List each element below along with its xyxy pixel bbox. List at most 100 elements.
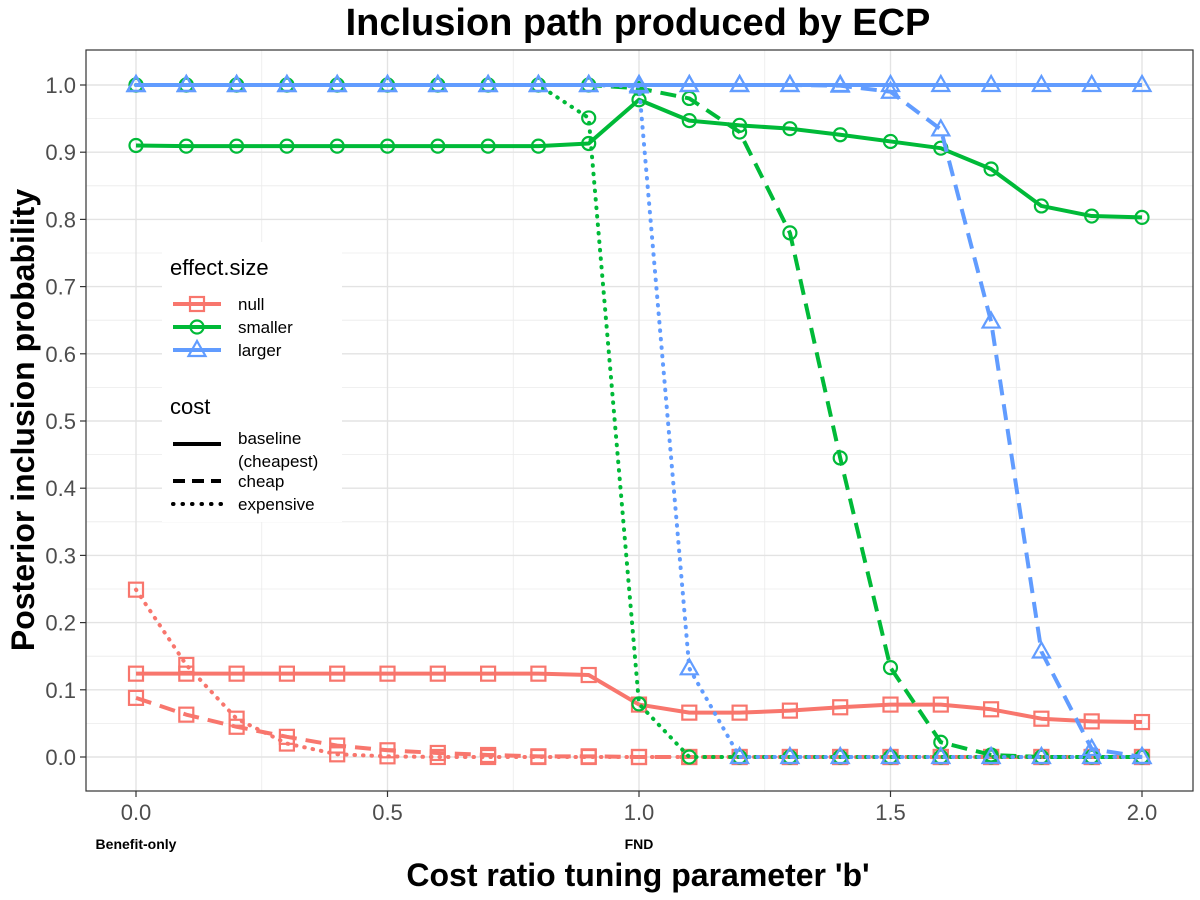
- axes: 0.0 0.1 0.2 0.3 0.4 0.5 0.6 0.7 0.8 0.9 1.0 0.0 0.5 1…: [45, 73, 1157, 852]
- data-point-null-baseline: [580, 666, 597, 684]
- data-point-null-expensive: [329, 746, 346, 763]
- data-point-smaller-baseline: [581, 135, 597, 152]
- legend-linetype-entries: baseline (cheapest)cheap expensive: [171, 429, 318, 514]
- series-larger-expensive: [125, 73, 1153, 765]
- x-tick-label: 0.0: [121, 800, 152, 825]
- data-point-larger-expensive: [175, 73, 197, 93]
- x-tick-label: 0.5: [372, 800, 403, 825]
- data-point-larger-expensive: [729, 745, 750, 765]
- data-point-null-cheap: [127, 689, 145, 706]
- y-axis-title: Posterior inclusion probability: [5, 189, 41, 651]
- x-tick-label: 1.0: [624, 800, 655, 825]
- data-point-smaller-baseline: [530, 138, 547, 154]
- legend-label-smaller: smaller: [238, 318, 293, 337]
- data-point-null-cheap: [178, 706, 195, 723]
- data-point-larger-cheap: [980, 310, 1002, 329]
- data-point-smaller-expensive: [631, 696, 647, 712]
- data-point-null-baseline: [1033, 710, 1050, 727]
- data-point-null-baseline: [731, 704, 748, 721]
- data-point-null-baseline: [832, 699, 849, 716]
- data-point-larger-cheap: [729, 73, 750, 93]
- legend-label-larger: larger: [238, 341, 282, 360]
- data-point-smaller-cheap: [731, 124, 748, 140]
- data-point-larger-baseline: [930, 73, 952, 93]
- legend-label-baseline: baseline: [238, 429, 301, 448]
- legend-marker-smaller: [189, 319, 205, 335]
- data-point-smaller-baseline: [832, 127, 848, 143]
- data-point-smaller-baseline: [882, 133, 899, 150]
- data-point-larger-cheap: [829, 74, 851, 93]
- data-point-smaller-baseline: [279, 138, 295, 154]
- x-tick-label: 1.5: [875, 800, 906, 825]
- data-point-larger-expensive: [1031, 745, 1052, 765]
- data-point-larger-expensive: [477, 73, 499, 93]
- data-point-larger-expensive: [1131, 745, 1153, 765]
- data-point-null-baseline: [127, 665, 145, 682]
- legend-item-larger: larger: [173, 338, 282, 360]
- data-point-smaller-baseline: [1084, 208, 1100, 224]
- y-tick-label: 0.1: [45, 678, 76, 703]
- data-point-smaller-baseline: [1033, 198, 1050, 214]
- data-point-smaller-baseline: [983, 161, 999, 177]
- y-tick-label: 0.3: [45, 543, 76, 568]
- legend-linetype-title: cost: [170, 394, 210, 419]
- data-point-null-expensive: [429, 748, 446, 766]
- data-point-larger-expensive: [628, 75, 650, 94]
- data-point-null-expensive: [178, 656, 195, 674]
- data-point-smaller-baseline: [329, 138, 345, 154]
- legend-item-expensive: expensive: [171, 495, 315, 514]
- y-tick-label: 0.8: [45, 207, 76, 232]
- data-point-larger-expensive: [578, 73, 600, 93]
- series-line-null-cheap: [135, 695, 1142, 759]
- series-line-smaller-baseline: [135, 97, 1143, 220]
- data-point-larger-cheap: [678, 73, 700, 93]
- data-point-larger-baseline: [1081, 73, 1103, 93]
- data-point-larger-expensive: [980, 745, 1002, 765]
- data-point-null-baseline: [982, 701, 1000, 718]
- data-point-null-baseline: [228, 665, 245, 682]
- data-point-smaller-baseline: [379, 138, 396, 154]
- data-point-larger-expensive: [528, 73, 549, 93]
- data-point-null-expensive: [278, 735, 295, 752]
- data-point-larger-expensive: [930, 745, 952, 765]
- data-point-larger-baseline: [980, 73, 1002, 93]
- chart-title: Inclusion path produced by ECP: [346, 2, 931, 44]
- data-point-null-expensive: [530, 748, 547, 766]
- data-point-null-baseline: [932, 696, 949, 713]
- data-point-larger-expensive: [678, 657, 700, 676]
- legend: effect.size null smaller larger cost basel…: [162, 242, 342, 522]
- series-line-larger-expensive: [134, 83, 1144, 759]
- data-point-null-baseline: [278, 665, 295, 682]
- data-point-smaller-cheap: [782, 225, 798, 241]
- y-tick-label: 0.6: [45, 342, 76, 367]
- data-point-smaller-baseline: [681, 113, 697, 129]
- y-tick-label: 0.4: [45, 476, 76, 501]
- data-point-null-expensive: [228, 710, 245, 727]
- y-tick-label: 0.0: [45, 745, 76, 770]
- legend-color-entries: null smaller larger: [173, 295, 293, 360]
- legend-item-null: null: [173, 295, 264, 314]
- data-point-larger-expensive: [1081, 745, 1103, 765]
- y-tick-label: 1.0: [45, 73, 76, 98]
- x-annotation-label: FND: [625, 836, 654, 852]
- x-tick-label: 2.0: [1127, 800, 1158, 825]
- series-line-null-expensive: [134, 587, 1144, 759]
- data-point-null-expensive: [580, 748, 597, 766]
- data-point-larger-cheap: [930, 118, 952, 137]
- data-point-larger-expensive: [779, 745, 801, 765]
- y-tick-label: 0.2: [45, 611, 76, 636]
- legend-item-smaller: smaller: [173, 318, 293, 337]
- data-point-smaller-baseline: [1134, 209, 1150, 225]
- data-point-null-baseline: [781, 702, 799, 719]
- data-point-smaller-cheap: [882, 660, 899, 676]
- data-point-larger-expensive: [829, 745, 851, 765]
- legend-marker-null: [188, 295, 206, 313]
- series-line-smaller-cheap: [136, 83, 1142, 759]
- data-point-smaller-baseline: [128, 137, 144, 154]
- data-point-null-baseline: [429, 665, 446, 682]
- y-tick-label: 0.7: [45, 275, 76, 300]
- data-point-smaller-baseline: [430, 138, 446, 154]
- data-point-larger-expensive: [226, 73, 247, 93]
- x-axis-title: Cost ratio tuning parameter 'b': [406, 857, 869, 893]
